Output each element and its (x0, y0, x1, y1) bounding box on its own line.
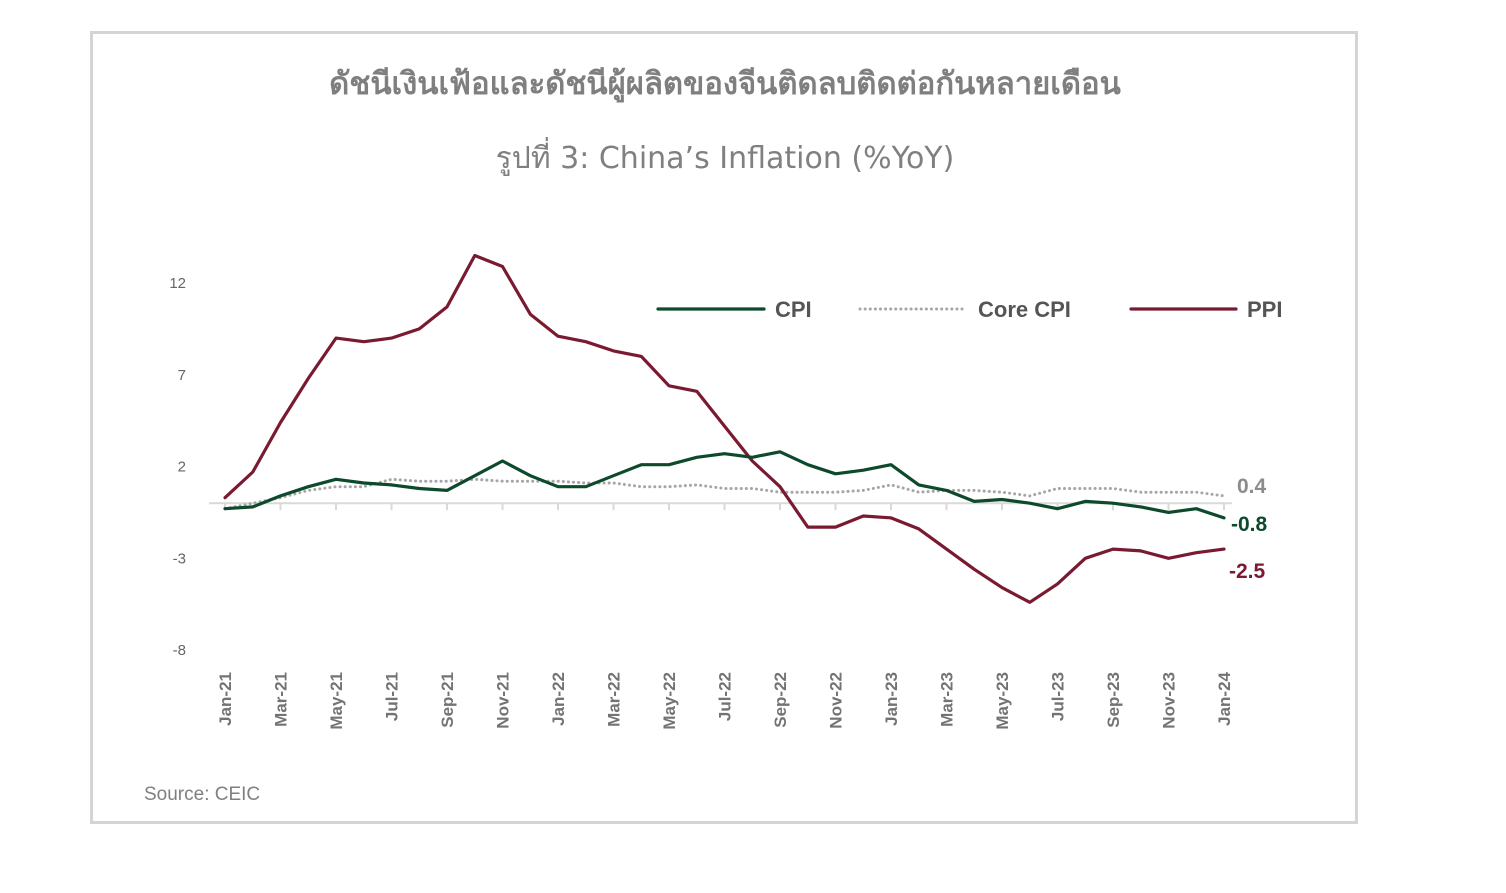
chart-subtitle: รูปที่ 3: China’s Inflation (%YoY) (495, 141, 955, 176)
source-note: Source: CEIC (144, 784, 261, 805)
x-tick-label: Nov-21 (494, 672, 513, 729)
end-labels: -0.8 0.4 -2.5 (1229, 475, 1268, 583)
x-axis-ticks: Jan-21 Mar-21 May-21 Jul-21 Sep-21 Nov-21 Jan-… (216, 503, 1234, 730)
x-tick-label: Mar-21 (272, 672, 291, 727)
chart-title: ดัชนีเงินเฟ้อและดัชนีผู้ผลิตของจีนติดลบต… (329, 66, 1121, 102)
x-tick-label: Jan-24 (1215, 671, 1234, 725)
y-tick-label: 7 (178, 367, 186, 384)
y-tick-label: 12 (169, 275, 186, 292)
legend-label-ppi: PPI (1247, 297, 1282, 322)
x-tick-label: Jul-22 (716, 672, 735, 721)
end-label-cpi: -0.8 (1231, 513, 1268, 536)
x-tick-label: Nov-23 (1160, 672, 1179, 729)
series-line-core-cpi (223, 477, 1226, 511)
legend-label-cpi: CPI (775, 297, 812, 322)
x-tick-label: Mar-22 (605, 672, 624, 727)
x-tick-label: Jan-23 (882, 672, 901, 726)
y-axis-ticks: 12 7 2 -3 -8 (169, 275, 186, 659)
y-tick-label: -3 (173, 550, 186, 567)
y-tick-label: -8 (173, 642, 186, 659)
x-tick-label: Jul-23 (1049, 672, 1068, 721)
series-line-ppi (223, 253, 1226, 604)
x-tick-label: May-23 (993, 672, 1012, 730)
y-tick-label: 2 (178, 459, 186, 476)
series-line-cpi (223, 450, 1226, 520)
x-tick-label: Jul-21 (383, 672, 402, 721)
legend-label-core-cpi: Core CPI (978, 297, 1071, 322)
x-tick-label: Mar-23 (938, 672, 957, 727)
legend: CPI Core CPI PPI (656, 297, 1282, 322)
x-tick-label: Jan-22 (549, 672, 568, 726)
x-tick-label: Sep-21 (438, 672, 457, 728)
x-tick-label: Nov-22 (827, 672, 846, 729)
x-tick-label: Jan-21 (216, 672, 235, 726)
chart-frame (90, 31, 1358, 824)
x-tick-label: Sep-23 (1104, 672, 1123, 728)
x-tick-label: May-21 (327, 672, 346, 730)
x-tick-label: May-22 (660, 672, 679, 730)
end-label-ppi: -2.5 (1229, 560, 1266, 583)
end-label-core-cpi: 0.4 (1237, 475, 1267, 498)
series-lines (223, 253, 1226, 604)
x-tick-label: Sep-22 (771, 672, 790, 728)
